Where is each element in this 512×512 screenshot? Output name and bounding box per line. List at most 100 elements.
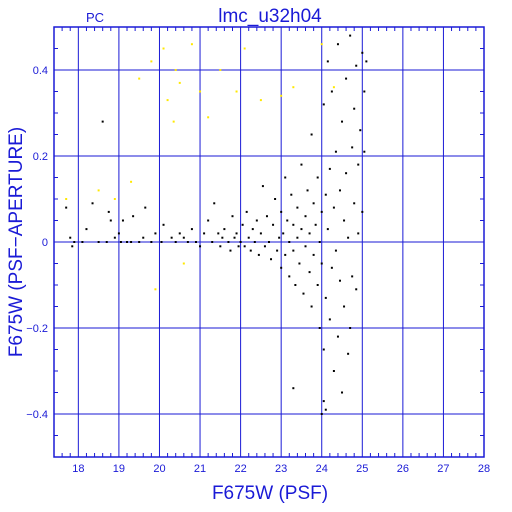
- data-point: [237, 245, 240, 248]
- data-point: [259, 232, 262, 235]
- data-point: [332, 206, 335, 209]
- data-point: [292, 249, 295, 252]
- data-point: [138, 77, 141, 80]
- data-point: [97, 241, 100, 243]
- x-tick-label: 27: [437, 463, 449, 475]
- data-point: [249, 249, 252, 252]
- data-point: [65, 206, 68, 209]
- data-point: [300, 163, 303, 166]
- data-point: [270, 258, 273, 261]
- data-point: [69, 236, 72, 239]
- data-point: [126, 241, 129, 243]
- data-point: [292, 387, 295, 390]
- data-point: [235, 90, 238, 93]
- data-point: [241, 223, 244, 226]
- data-point: [199, 245, 202, 248]
- data-point: [282, 232, 285, 235]
- data-point: [239, 241, 242, 243]
- data-point: [302, 292, 305, 295]
- data-point: [280, 94, 283, 97]
- data-point: [320, 262, 323, 265]
- data-point: [324, 193, 327, 196]
- data-points: [65, 34, 368, 415]
- data-point: [182, 236, 185, 239]
- data-point: [353, 202, 356, 205]
- data-point: [160, 241, 163, 243]
- data-point: [300, 228, 303, 231]
- data-point: [109, 219, 112, 222]
- data-point: [280, 266, 283, 269]
- data-point: [322, 348, 325, 351]
- data-point: [316, 284, 319, 286]
- data-point: [332, 370, 335, 372]
- data-point: [336, 43, 339, 46]
- data-point: [219, 69, 222, 71]
- data-point: [190, 43, 193, 46]
- y-tick-label: 0.4: [33, 65, 48, 77]
- data-point: [194, 241, 197, 243]
- data-point: [233, 236, 236, 239]
- data-point: [65, 198, 68, 200]
- data-point: [150, 241, 153, 243]
- data-point: [365, 60, 368, 63]
- data-point: [359, 129, 362, 132]
- y-tick-label: 0: [42, 237, 48, 249]
- data-point: [243, 245, 246, 248]
- data-point: [330, 90, 333, 93]
- data-point: [130, 241, 133, 243]
- data-point: [330, 266, 333, 269]
- x-tick-label: 21: [194, 463, 206, 475]
- data-point: [334, 249, 337, 252]
- data-point: [199, 90, 202, 93]
- data-point: [345, 172, 348, 175]
- data-point: [162, 223, 165, 226]
- data-point: [219, 245, 222, 248]
- data-point: [349, 34, 352, 37]
- data-point: [162, 47, 165, 50]
- data-point: [251, 228, 254, 231]
- data-point: [243, 47, 246, 50]
- x-tick-label: 28: [478, 463, 490, 475]
- data-point: [247, 236, 250, 239]
- data-point: [338, 279, 341, 282]
- data-point: [130, 180, 133, 183]
- data-point: [336, 335, 339, 338]
- x-tick-label: 26: [397, 463, 409, 475]
- data-point: [154, 232, 157, 235]
- data-point: [322, 103, 325, 106]
- data-point: [322, 400, 325, 403]
- y-axis-title: F675W (PSF−APERTURE): [6, 127, 27, 357]
- data-point: [172, 120, 175, 123]
- data-point: [280, 210, 283, 213]
- data-point: [332, 86, 335, 89]
- data-point: [190, 228, 193, 231]
- data-point: [343, 305, 346, 308]
- data-point: [274, 198, 277, 200]
- data-point: [326, 228, 329, 231]
- data-point: [351, 275, 354, 278]
- data-point: [320, 43, 323, 46]
- x-tick-label: 24: [316, 463, 328, 475]
- data-point: [221, 236, 224, 239]
- data-point: [320, 210, 323, 213]
- data-point: [217, 232, 220, 235]
- data-point: [253, 241, 256, 243]
- data-point: [81, 241, 84, 243]
- data-point: [349, 327, 352, 329]
- data-point: [257, 253, 260, 256]
- data-point: [138, 241, 141, 243]
- data-point: [223, 228, 226, 231]
- data-point: [107, 210, 110, 213]
- data-point: [207, 116, 210, 119]
- data-point: [245, 210, 248, 213]
- data-point: [292, 86, 295, 89]
- data-point: [308, 271, 311, 274]
- data-point: [284, 253, 287, 256]
- data-point: [363, 150, 366, 153]
- data-point: [361, 210, 364, 213]
- data-point: [229, 249, 232, 252]
- data-point: [166, 99, 169, 102]
- data-point: [117, 232, 120, 235]
- data-point: [144, 206, 147, 209]
- data-point: [105, 241, 108, 243]
